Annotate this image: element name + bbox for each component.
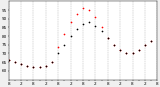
Point bbox=[45, 65, 47, 66]
Point bbox=[125, 53, 128, 54]
Point bbox=[88, 9, 91, 11]
Point bbox=[63, 34, 66, 35]
Point bbox=[131, 53, 134, 54]
Point bbox=[26, 65, 29, 66]
Point bbox=[119, 49, 121, 51]
Point bbox=[20, 63, 22, 65]
Point bbox=[113, 44, 115, 46]
Point bbox=[32, 67, 35, 68]
Point bbox=[8, 60, 10, 61]
Point bbox=[137, 49, 140, 51]
Point bbox=[94, 25, 97, 26]
Point bbox=[69, 21, 72, 23]
Point bbox=[76, 28, 78, 30]
Point bbox=[57, 46, 60, 47]
Point bbox=[14, 62, 16, 63]
Point bbox=[63, 44, 66, 46]
Point bbox=[69, 35, 72, 37]
Point bbox=[82, 23, 84, 25]
Point bbox=[107, 37, 109, 39]
Point bbox=[82, 8, 84, 9]
Point bbox=[131, 53, 134, 54]
Point bbox=[14, 62, 16, 63]
Point bbox=[150, 41, 152, 42]
Point bbox=[150, 41, 152, 42]
Point bbox=[100, 30, 103, 32]
Point bbox=[119, 49, 121, 51]
Point bbox=[125, 53, 128, 54]
Point bbox=[8, 60, 10, 61]
Point bbox=[38, 67, 41, 68]
Point bbox=[94, 16, 97, 18]
Point bbox=[38, 67, 41, 68]
Point bbox=[26, 65, 29, 66]
Point bbox=[32, 67, 35, 68]
Point bbox=[113, 44, 115, 46]
Point bbox=[144, 44, 146, 46]
Point bbox=[88, 21, 91, 23]
Point bbox=[137, 49, 140, 51]
Point bbox=[107, 37, 109, 39]
Point bbox=[45, 65, 47, 66]
Point bbox=[51, 62, 53, 63]
Point bbox=[76, 13, 78, 14]
Point bbox=[57, 53, 60, 54]
Point bbox=[100, 27, 103, 28]
Point bbox=[51, 62, 53, 63]
Point bbox=[144, 44, 146, 46]
Point bbox=[20, 63, 22, 65]
